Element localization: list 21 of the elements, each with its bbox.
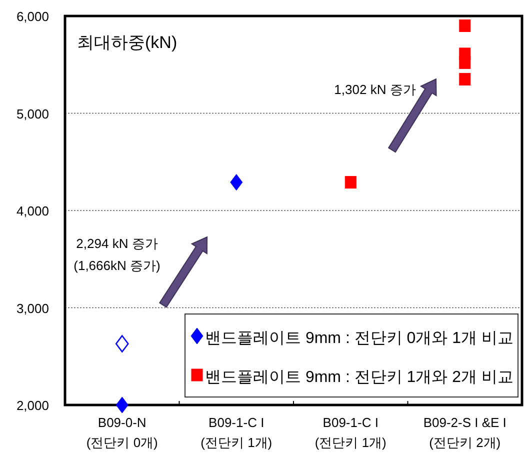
point (459, 56, 471, 69)
legend-label: 밴드플레이트 9mm : 전단키 1개와 2개 비교 (205, 369, 514, 386)
text: 최대하중(kN) (77, 33, 178, 52)
y-tick-label: 4,000 (16, 204, 49, 218)
legend-label: 밴드플레이트 9mm : 전단키 0개와 1개 비교 (205, 330, 514, 347)
y-tick-label: 2,000 (16, 398, 49, 413)
x-tick-label: B09-2-S I &E I (전단키 2개) (423, 415, 506, 450)
point (459, 72, 471, 86)
x-tick-label: B09-1-C I (전단키 1개) (200, 415, 272, 450)
annotation: 1,302 kN 증가 (334, 82, 416, 97)
y-tick-label: 3,000 (16, 300, 49, 316)
x-tick-label: B09-1-C I (전단키 1개) (314, 415, 386, 450)
x-tick-label: B09-0-N (전단키 0개) (86, 415, 158, 450)
point (230, 174, 243, 191)
y-tick-label: 5,000 (16, 106, 49, 122)
point (344, 176, 356, 189)
y-tick-label: 6,000 (16, 9, 49, 24)
annotation: 2,294 kN 증가 (1,666kN 증가) (74, 236, 160, 273)
point (115, 335, 129, 352)
point (459, 19, 471, 32)
point (116, 396, 128, 414)
